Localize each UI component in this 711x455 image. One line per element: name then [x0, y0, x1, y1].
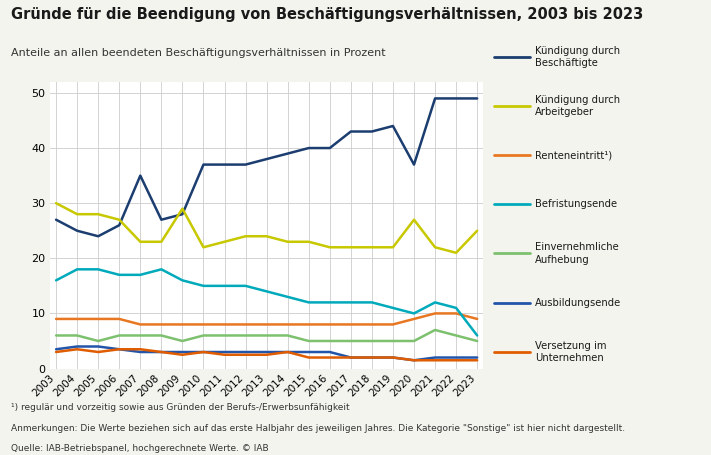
- Text: Anmerkungen: Die Werte beziehen sich auf das erste Halbjahr des jeweiligen Jahre: Anmerkungen: Die Werte beziehen sich auf…: [11, 424, 625, 433]
- Text: Gründe für die Beendigung von Beschäftigungsverhältnissen, 2003 bis 2023: Gründe für die Beendigung von Beschäftig…: [11, 7, 643, 22]
- Text: Ausbildungsende: Ausbildungsende: [535, 298, 621, 308]
- Text: Einvernehmliche
Aufhebung: Einvernehmliche Aufhebung: [535, 242, 619, 265]
- Text: ¹) regulär und vorzeitig sowie aus Gründen der Berufs-/Erwerbsunfähigkeit: ¹) regulär und vorzeitig sowie aus Gründ…: [11, 403, 349, 412]
- Text: Quelle: IAB-Betriebspanel, hochgerechnete Werte. © IAB: Quelle: IAB-Betriebspanel, hochgerechnet…: [11, 444, 268, 453]
- Text: Kündigung durch
Arbeitgeber: Kündigung durch Arbeitgeber: [535, 95, 620, 117]
- Text: Kündigung durch
Beschäftigte: Kündigung durch Beschäftigte: [535, 46, 620, 68]
- Text: Versetzung im
Unternehmen: Versetzung im Unternehmen: [535, 340, 606, 363]
- Text: Befristungsende: Befristungsende: [535, 199, 617, 209]
- Text: Anteile an allen beendeten Beschäftigungsverhältnissen in Prozent: Anteile an allen beendeten Beschäftigung…: [11, 48, 385, 58]
- Text: Renteneintritt¹): Renteneintritt¹): [535, 150, 611, 160]
